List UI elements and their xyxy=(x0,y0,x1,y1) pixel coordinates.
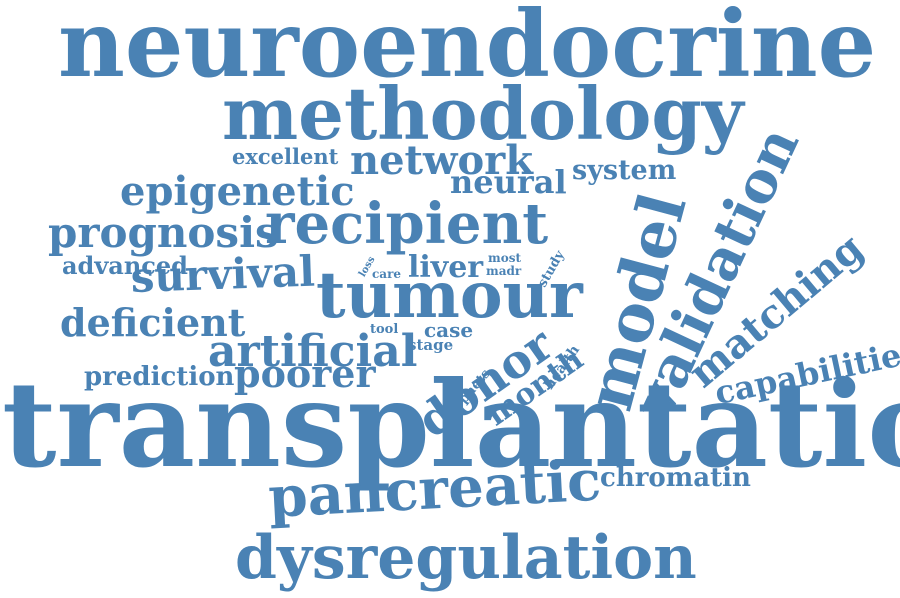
word-epigenetic: epigenetic xyxy=(120,168,355,215)
word-neural: neural xyxy=(450,163,567,201)
word-prediction: prediction xyxy=(84,362,235,392)
word-neuroendocrine: neuroendocrine xyxy=(58,0,877,98)
word-care: care xyxy=(372,267,402,281)
word-chromatin: chromatin xyxy=(600,463,751,493)
word-madr: madr xyxy=(486,264,522,278)
word-tumour: tumour xyxy=(316,258,583,333)
word-advanced: advanced xyxy=(62,251,188,280)
word-liver: liver xyxy=(408,250,484,285)
word-prognosis: prognosis xyxy=(48,208,279,257)
word-deficient: deficient xyxy=(60,300,246,345)
word-dysregulation: dysregulation xyxy=(235,523,697,593)
word-artificial: artificial xyxy=(208,326,418,377)
word-survival: survival xyxy=(129,246,316,302)
word-case: case xyxy=(424,318,474,342)
word-tool: tool xyxy=(370,322,399,337)
word-most: most xyxy=(488,251,521,265)
word-recipient: recipient xyxy=(265,191,549,257)
word-pancreatic: pancreatic xyxy=(266,447,603,531)
word-methodology: methodology xyxy=(222,71,744,156)
word-network: network xyxy=(350,137,533,184)
word-stage: stage xyxy=(408,336,454,354)
word-system: system xyxy=(572,155,677,186)
word-poorer: poorer xyxy=(234,351,376,396)
word-transplantation: transplantation xyxy=(2,355,900,494)
word-excellent: excellent xyxy=(232,144,339,169)
